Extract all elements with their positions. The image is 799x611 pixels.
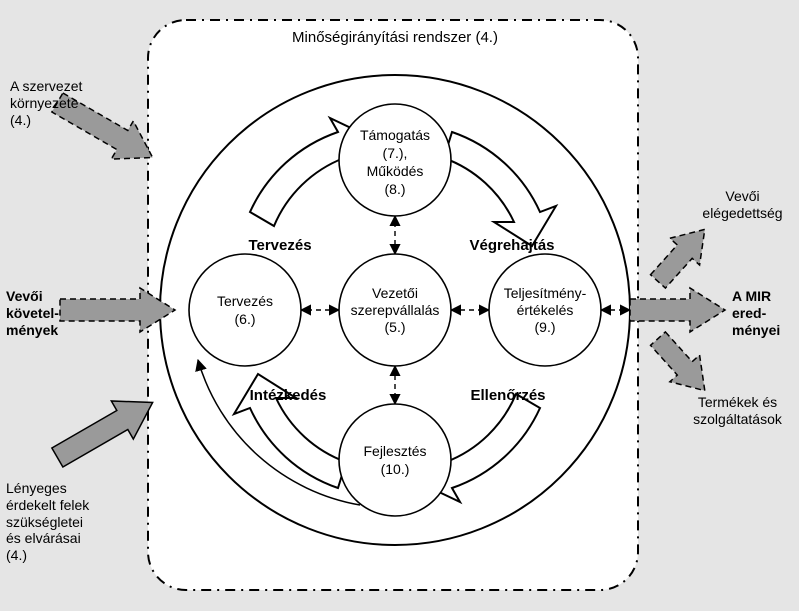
- svg-text:(10.): (10.): [381, 461, 410, 477]
- ext-label-top-right: Vevői elégedettség: [690, 188, 795, 222]
- svg-text:(6.): (6.): [235, 311, 256, 327]
- pdca-label-act: Intézkedés: [250, 387, 327, 404]
- svg-text:Fejlesztés: Fejlesztés: [363, 443, 426, 459]
- svg-text:Tervezés: Tervezés: [217, 293, 273, 309]
- svg-text:(7.),: (7.),: [383, 145, 408, 161]
- svg-text:szerepvállalás: szerepvállalás: [351, 302, 440, 318]
- panel-title: Minőségirányítási rendszer (4.): [292, 29, 498, 46]
- ext-label-mid-right: A MIR ered- ményei: [732, 288, 796, 338]
- svg-text:(5.): (5.): [385, 319, 406, 335]
- svg-text:Vezetői: Vezetői: [372, 285, 418, 301]
- ext-arrow-bottom-left: [46, 383, 163, 476]
- svg-text:értékelés: értékelés: [517, 302, 574, 318]
- node-right: Teljesítmény- értékelés (9.): [489, 254, 601, 366]
- node-top: Támogatás (7.), Működés (8.): [339, 104, 451, 216]
- diagram-stage: Minőségirányítási rendszer (4.) Tervezés…: [0, 0, 799, 611]
- ext-arrow-right-cluster: [630, 216, 725, 404]
- svg-text:Teljesítmény-: Teljesítmény-: [504, 285, 587, 301]
- ext-label-top-left: A szervezet környezete (4.): [10, 78, 120, 128]
- ext-label-mid-left: Vevői követel- mények: [6, 288, 76, 338]
- svg-text:(8.): (8.): [385, 181, 406, 197]
- svg-text:Támogatás: Támogatás: [360, 127, 430, 143]
- pdca-label-plan: Tervezés: [248, 237, 311, 254]
- pdca-label-check: Ellenőrzés: [470, 387, 545, 404]
- svg-text:(9.): (9.): [535, 319, 556, 335]
- node-center: Vezetői szerepvállalás (5.): [339, 254, 451, 366]
- ext-label-bottom-left: Lényeges érdekelt felek szükségletei és …: [6, 480, 126, 564]
- node-left: Tervezés (6.): [189, 254, 301, 366]
- svg-text:Működés: Működés: [367, 163, 424, 179]
- ext-label-bottom-right: Termékek és szolgáltatások: [680, 394, 795, 428]
- node-bottom: Fejlesztés (10.): [339, 404, 451, 516]
- pdca-label-do: Végrehajtás: [469, 237, 554, 254]
